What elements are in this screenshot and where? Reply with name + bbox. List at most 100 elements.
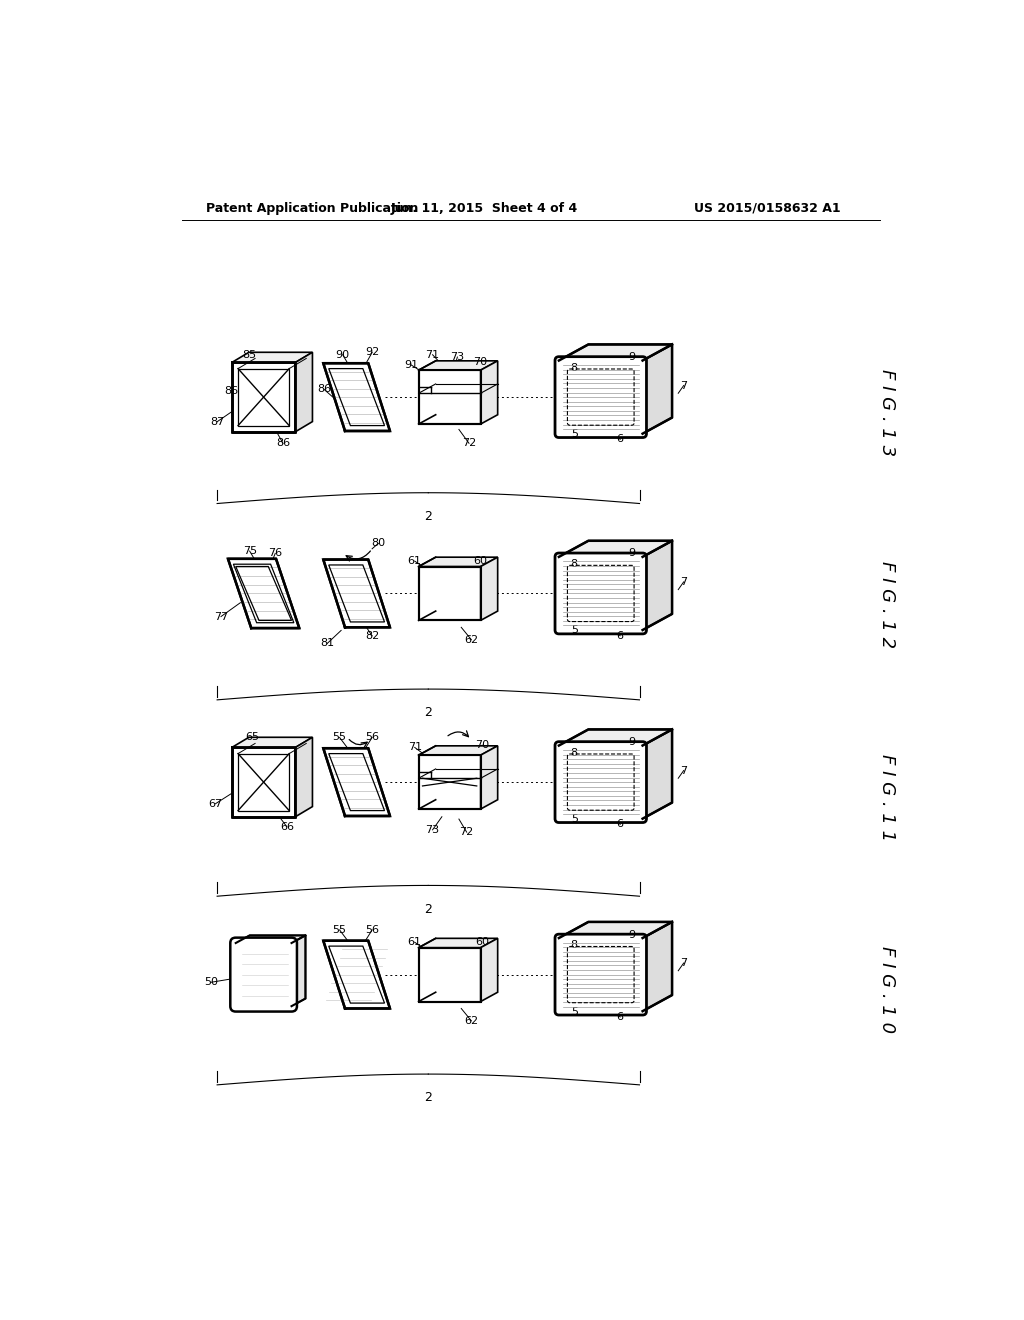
Polygon shape [643,345,672,434]
Text: 90: 90 [336,350,350,360]
Polygon shape [419,939,498,948]
Polygon shape [643,730,672,818]
Text: US 2015/0158632 A1: US 2015/0158632 A1 [694,202,841,215]
Text: 5: 5 [571,626,579,635]
Text: 55: 55 [333,925,346,935]
FancyBboxPatch shape [555,553,646,634]
Text: 2: 2 [424,706,432,719]
Polygon shape [643,921,672,1011]
Polygon shape [419,746,498,755]
Text: 9: 9 [628,929,635,940]
Polygon shape [231,738,312,747]
Text: 2: 2 [424,510,432,523]
Polygon shape [480,939,498,1002]
Polygon shape [419,948,480,1002]
Text: 8: 8 [570,363,578,372]
Text: 6: 6 [616,820,624,829]
Text: 67: 67 [209,799,222,809]
FancyBboxPatch shape [230,937,297,1011]
Polygon shape [559,921,672,939]
Text: 80: 80 [372,539,385,548]
Polygon shape [231,352,312,363]
Text: F I G . 1 2: F I G . 1 2 [879,561,896,648]
Polygon shape [419,370,480,424]
Polygon shape [419,566,480,620]
Text: 70: 70 [475,741,489,750]
Polygon shape [419,557,498,566]
Text: 73: 73 [451,352,465,362]
Text: 7: 7 [680,380,687,391]
Polygon shape [292,936,305,1006]
Text: 72: 72 [460,828,474,837]
Text: 6: 6 [616,1012,624,1022]
Polygon shape [324,560,390,627]
Text: 66: 66 [280,822,294,832]
Text: 75: 75 [243,546,257,556]
Polygon shape [559,730,672,746]
Text: 56: 56 [366,733,379,742]
Polygon shape [480,360,498,424]
Polygon shape [480,746,498,809]
Text: 7: 7 [680,577,687,587]
Text: 73: 73 [426,825,439,834]
Polygon shape [295,352,312,432]
Text: 85: 85 [243,350,257,360]
Text: 60: 60 [474,556,487,566]
Text: 91: 91 [403,360,418,370]
Text: F I G . 1 1: F I G . 1 1 [879,754,896,841]
FancyBboxPatch shape [555,935,646,1015]
Text: 5: 5 [571,814,579,824]
Text: 9: 9 [628,548,635,558]
Text: 8: 8 [570,560,578,569]
Text: 8: 8 [570,940,578,950]
Text: Patent Application Publication: Patent Application Publication [206,202,418,215]
Polygon shape [643,541,672,630]
Text: 82: 82 [365,631,379,640]
Text: Jun. 11, 2015  Sheet 4 of 4: Jun. 11, 2015 Sheet 4 of 4 [391,202,579,215]
Text: 7: 7 [680,958,687,968]
Text: 62: 62 [464,635,478,644]
Text: 70: 70 [473,358,487,367]
Polygon shape [324,941,390,1008]
FancyBboxPatch shape [555,742,646,822]
Text: 6: 6 [616,631,624,640]
Text: 60: 60 [475,937,489,948]
Text: 5: 5 [571,429,579,440]
Polygon shape [228,558,299,628]
Text: 9: 9 [628,737,635,747]
Text: 77: 77 [214,611,228,622]
Text: 8: 8 [570,748,578,758]
Polygon shape [231,747,295,817]
Text: 92: 92 [365,347,379,358]
Text: 61: 61 [408,556,422,566]
Text: 86: 86 [224,385,239,396]
Polygon shape [238,368,289,425]
Text: F I G . 1 3: F I G . 1 3 [879,368,896,457]
Polygon shape [419,360,498,370]
Text: 50: 50 [204,977,218,987]
Text: 62: 62 [464,1016,478,1026]
Polygon shape [480,557,498,620]
Text: 55: 55 [333,733,346,742]
Polygon shape [324,748,390,816]
Text: 71: 71 [408,742,422,752]
Text: 9: 9 [628,352,635,362]
Polygon shape [238,754,289,810]
Text: 65: 65 [245,733,259,742]
Text: 81: 81 [321,639,334,648]
Text: 7: 7 [680,766,687,776]
Text: 5: 5 [571,1007,579,1016]
Polygon shape [231,363,295,432]
FancyBboxPatch shape [555,356,646,437]
Text: 86: 86 [317,384,331,395]
Text: 72: 72 [462,438,476,449]
Polygon shape [295,738,312,817]
Text: F I G . 1 0: F I G . 1 0 [879,946,896,1034]
Polygon shape [236,936,305,942]
Text: 6: 6 [616,434,624,445]
Polygon shape [559,541,672,557]
Text: 2: 2 [424,1092,432,1105]
Text: 86: 86 [275,438,290,449]
Text: 76: 76 [268,548,283,558]
Text: 56: 56 [366,925,379,935]
